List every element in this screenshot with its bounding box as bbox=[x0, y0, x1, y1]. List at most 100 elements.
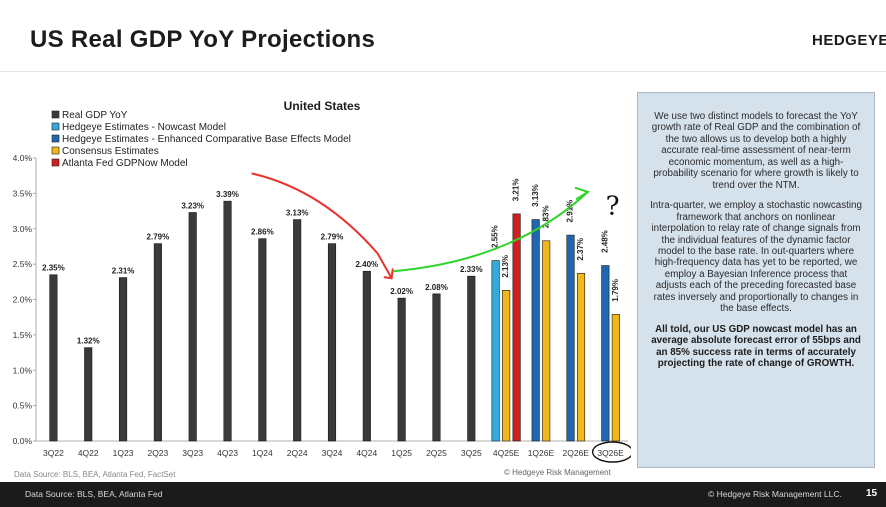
bar bbox=[188, 212, 197, 442]
bar bbox=[531, 219, 540, 442]
header-divider bbox=[0, 71, 886, 72]
x-tick-label: 3Q26E bbox=[597, 448, 624, 458]
bar-value-label: 3.13% bbox=[286, 209, 309, 218]
legend-swatch bbox=[51, 158, 60, 167]
bar-value-label: 2.79% bbox=[321, 233, 344, 242]
bar-value-label: 3.23% bbox=[181, 201, 204, 210]
x-tick-label: 4Q23 bbox=[217, 448, 238, 458]
bar-labels: 2.35% 1.32% 2.31% 2.79% 3.23% 3.39% 2.86% 3.13%… bbox=[42, 179, 620, 346]
bar bbox=[502, 290, 511, 442]
bar-value-label: 2.33% bbox=[460, 265, 483, 274]
y-tick-label: 3.5% bbox=[13, 188, 33, 198]
bar-value-label: 2.86% bbox=[251, 228, 274, 237]
bar-value-label: 2.02% bbox=[390, 287, 413, 296]
bar-value-label: 1.32% bbox=[77, 337, 100, 346]
methodology-note: We use two distinct models to forecast t… bbox=[637, 92, 875, 468]
y-tick-label: 0.0% bbox=[13, 436, 33, 446]
bar bbox=[223, 200, 232, 442]
y-tick-label: 1.0% bbox=[13, 365, 33, 375]
bar bbox=[84, 347, 93, 442]
y-axis: 0.0% 0.5% 1.0% 1.5% 2.0% 2.5% 3.0% 3.5% 4.0% bbox=[13, 153, 37, 446]
x-tick-label: 2Q24 bbox=[287, 448, 308, 458]
y-tick-label: 2.5% bbox=[13, 259, 33, 269]
green-uptrend-arrow bbox=[392, 190, 589, 273]
green-arrowhead bbox=[574, 186, 591, 200]
legend-swatch bbox=[51, 110, 60, 119]
note-paragraph-accuracy: All told, our US GDP nowcast model has a… bbox=[651, 323, 861, 370]
bar-value-label: 2.35% bbox=[42, 264, 65, 273]
bars bbox=[49, 200, 620, 442]
bar bbox=[512, 213, 521, 442]
bar bbox=[258, 238, 267, 442]
legend-swatch bbox=[51, 146, 60, 155]
y-tick-label: 0.5% bbox=[13, 401, 33, 411]
red-downtrend-arrow bbox=[251, 172, 393, 280]
x-tick-label: 1Q26E bbox=[528, 448, 555, 458]
label-circle bbox=[591, 441, 631, 463]
bar bbox=[362, 270, 371, 442]
x-tick-label: 2Q25 bbox=[426, 448, 447, 458]
page-title: US Real GDP YoY Projections bbox=[30, 26, 376, 53]
x-tick-label: 3Q24 bbox=[322, 448, 343, 458]
note-paragraph-framework: Intra-quarter, we employ a stochastic no… bbox=[650, 200, 862, 315]
legend-label: Hedgeye Estimates - Enhanced Comparative… bbox=[62, 134, 351, 145]
y-tick-label: 2.0% bbox=[13, 295, 33, 305]
legend-label: Real GDP YoY bbox=[62, 110, 128, 121]
bar-value-label: 2.83% bbox=[541, 205, 550, 228]
bar-value-label: 2.13% bbox=[501, 255, 510, 278]
question-mark: ? bbox=[606, 192, 620, 222]
bar bbox=[293, 219, 302, 442]
x-tick-label: 3Q25 bbox=[461, 448, 482, 458]
x-tick-label: 4Q24 bbox=[356, 448, 377, 458]
bar bbox=[397, 297, 406, 442]
bar-value-label: 3.21% bbox=[512, 179, 521, 202]
red-arrowhead bbox=[383, 268, 394, 280]
x-tick-label: 2Q23 bbox=[147, 448, 168, 458]
legend-label: Consensus Estimates bbox=[62, 146, 159, 157]
x-tick-label: 1Q25 bbox=[391, 448, 412, 458]
bar-value-label: 2.79% bbox=[147, 233, 170, 242]
x-tick-label: 4Q22 bbox=[78, 448, 99, 458]
legend-label: Atlanta Fed GDPNow Model bbox=[62, 158, 188, 169]
bar bbox=[153, 243, 162, 442]
bar bbox=[467, 275, 476, 442]
bar-value-label: 2.91% bbox=[566, 200, 575, 223]
chart-title: United States bbox=[284, 99, 361, 113]
x-tick-label: 3Q23 bbox=[182, 448, 203, 458]
bar bbox=[566, 234, 575, 442]
bar-value-label: 3.13% bbox=[531, 184, 540, 207]
x-tick-label: 3Q22 bbox=[43, 448, 64, 458]
bar bbox=[119, 277, 128, 442]
bar bbox=[327, 243, 337, 442]
chart-copyright-note: © Hedgeye Risk Management bbox=[504, 468, 611, 477]
legend-swatch bbox=[51, 122, 60, 131]
footer-copyright: © Hedgeye Risk Management LLC. bbox=[708, 489, 842, 499]
bar-value-label: 2.08% bbox=[425, 283, 448, 292]
footer-bar: Data Source: BLS, BEA, Atlanta Fed © Hed… bbox=[0, 482, 886, 507]
bar bbox=[601, 265, 610, 442]
bar bbox=[49, 274, 58, 442]
legend-label: Hedgeye Estimates - Nowcast Model bbox=[62, 122, 226, 133]
x-axis: 3Q22 4Q22 1Q23 2Q23 3Q23 4Q23 1Q24 2Q24 3Q24 4Q24… bbox=[36, 440, 628, 458]
gdp-chart: United States Real GDP YoY Hedgeye Estima… bbox=[6, 92, 631, 482]
bar bbox=[611, 314, 620, 442]
bar bbox=[432, 293, 441, 442]
note-paragraph-models: We use two distinct models to forecast t… bbox=[651, 111, 861, 191]
legend-swatch bbox=[51, 134, 60, 143]
bar-value-label: 2.40% bbox=[355, 260, 378, 269]
y-tick-label: 1.5% bbox=[13, 330, 33, 340]
footer-source: Data Source: BLS, BEA, Atlanta Fed bbox=[25, 489, 163, 499]
hedgeye-logo: HEDGEYE bbox=[812, 32, 886, 49]
hand-drawn-annotations: ? bbox=[251, 172, 631, 463]
x-tick-label: 1Q23 bbox=[113, 448, 134, 458]
bar-value-label: 1.79% bbox=[611, 279, 620, 302]
bar bbox=[491, 260, 500, 442]
bar-value-label: 2.37% bbox=[576, 238, 585, 261]
chart-source-note: Data Source: BLS, BEA, Atlanta Fed, Fact… bbox=[14, 470, 176, 479]
y-tick-label: 4.0% bbox=[13, 153, 33, 163]
bar bbox=[542, 240, 551, 442]
y-tick-label: 3.0% bbox=[13, 224, 33, 234]
page-number: 15 bbox=[866, 488, 878, 499]
